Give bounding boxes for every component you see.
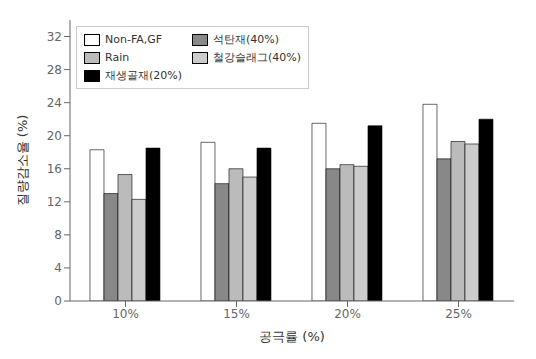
svg-text:질량감소율 (%): 질량감소율 (%) — [15, 115, 30, 207]
svg-text:8: 8 — [54, 228, 62, 242]
svg-text:4: 4 — [54, 261, 62, 275]
svg-text:0: 0 — [54, 294, 62, 308]
svg-text:공극률 (%): 공극률 (%) — [259, 329, 325, 344]
svg-text:24: 24 — [47, 96, 62, 110]
svg-text:25%: 25% — [445, 307, 472, 321]
svg-text:28: 28 — [47, 63, 62, 77]
svg-text:15%: 15% — [223, 307, 250, 321]
svg-text:20%: 20% — [334, 307, 361, 321]
svg-text:16: 16 — [47, 162, 62, 176]
svg-text:12: 12 — [47, 195, 62, 209]
html-text:석탄재(40%): 석탄재(40%) — [213, 33, 280, 46]
svg-text:10%: 10% — [112, 307, 139, 321]
svg-text:32: 32 — [47, 30, 62, 44]
html-text:Non-FA,GF: Non-FA,GF — [105, 33, 163, 46]
html-text:재생골재(20%): 재생골재(20%) — [105, 69, 182, 82]
html-text:철강슬래그(40%): 철강슬래그(40%) — [213, 51, 302, 64]
svg-text:20: 20 — [47, 129, 62, 143]
html-text:Rain: Rain — [105, 51, 130, 64]
